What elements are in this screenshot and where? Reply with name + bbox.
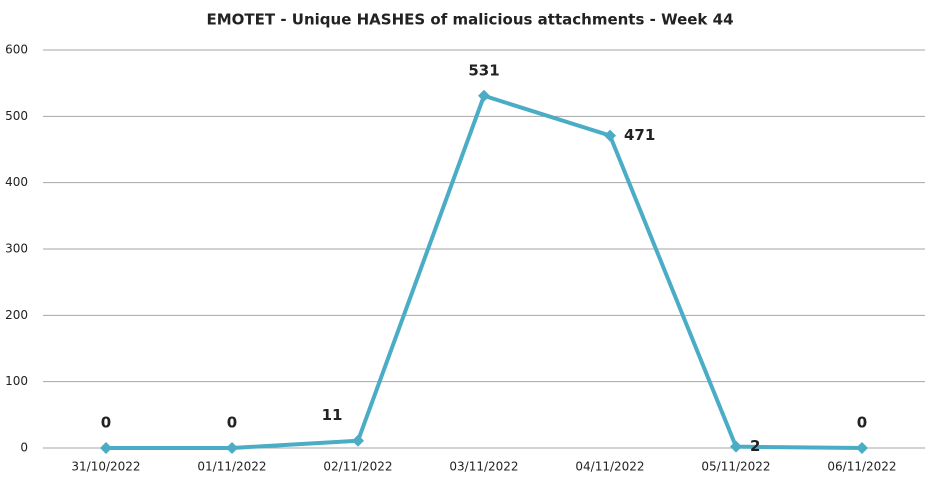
x-tick-label: 31/10/2022: [71, 460, 140, 474]
marker: [478, 89, 490, 102]
data-label: 471: [624, 126, 655, 144]
y-tick-label: 0: [20, 441, 28, 455]
x-tick-label: 04/11/2022: [575, 460, 644, 474]
y-tick-label: 400: [5, 175, 28, 189]
x-tick-label: 02/11/2022: [323, 460, 392, 474]
data-label: 0: [101, 414, 111, 432]
x-tick-label: 03/11/2022: [449, 460, 518, 474]
data-label: 2: [750, 437, 760, 455]
y-tick-label: 300: [5, 242, 28, 256]
marker: [730, 440, 742, 453]
data-label: 0: [857, 414, 867, 432]
marker: [352, 434, 364, 447]
y-tick-label: 200: [5, 308, 28, 322]
chart-title: EMOTET - Unique HASHES of malicious atta…: [207, 11, 734, 29]
line: [106, 93, 863, 450]
x-tick-label: 05/11/2022: [701, 460, 770, 474]
data-label: 11: [322, 406, 343, 424]
data-label: 0: [227, 414, 237, 432]
y-tick-label: 500: [5, 109, 28, 123]
x-tick-label: 06/11/2022: [827, 460, 896, 474]
marker: [856, 442, 868, 454]
x-tick-label: 01/11/2022: [197, 460, 266, 474]
marker: [604, 129, 616, 142]
y-tick-label: 100: [5, 374, 28, 388]
marker: [226, 442, 238, 454]
data-label: 531: [468, 61, 499, 79]
marker: [100, 442, 112, 454]
y-tick-label: 600: [5, 43, 28, 57]
